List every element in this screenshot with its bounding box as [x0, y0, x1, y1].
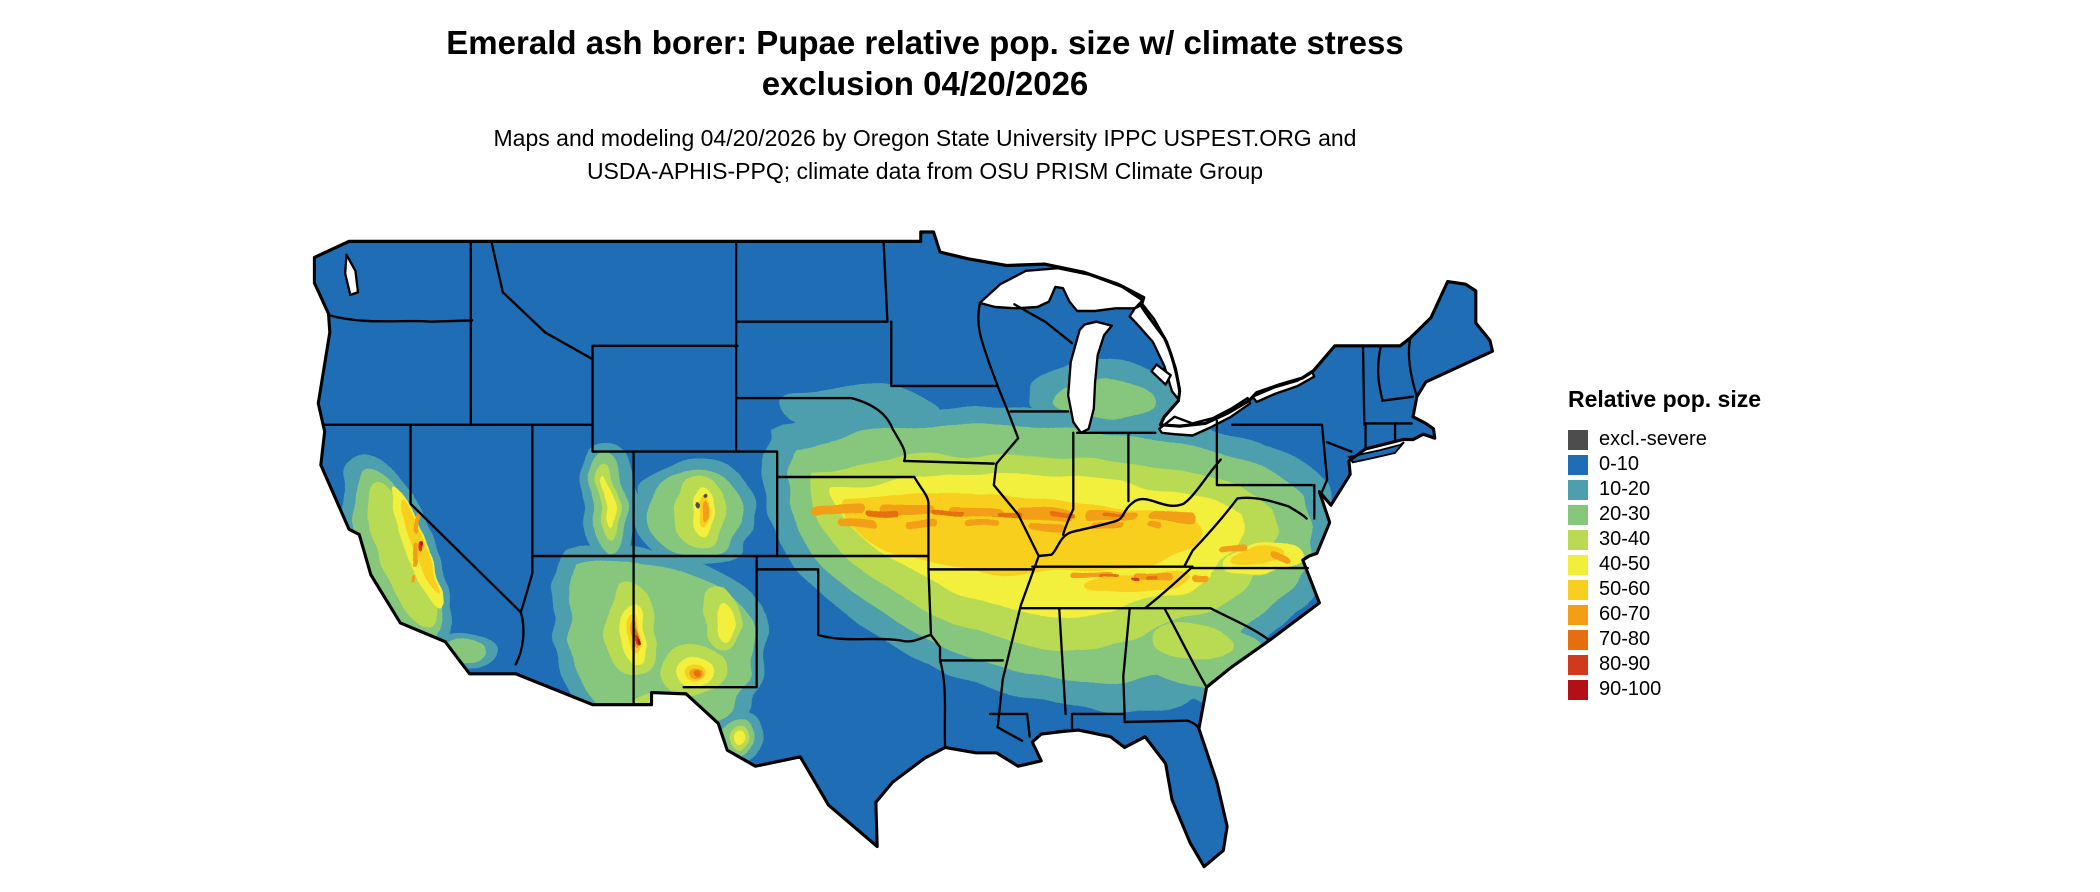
title-line-2: exclusion 04/20/2026: [761, 65, 1089, 102]
legend-row: 50-60: [1568, 577, 1761, 602]
legend-entry-label: 60-70: [1599, 603, 1651, 625]
puget-sound: [344, 253, 360, 297]
legend-row: 30-40: [1568, 527, 1761, 552]
band-excluded: [693, 493, 708, 507]
legend-entry-label: 0-10: [1599, 453, 1640, 475]
lake-michigan: [1067, 320, 1113, 435]
legend-row: 40-50: [1568, 552, 1761, 577]
legend-row: 80-90: [1568, 652, 1761, 677]
title-line-1: Emerald ash borer: Pupae relative pop. s…: [446, 24, 1404, 61]
legend-color-chip: [1568, 579, 1588, 600]
legend-color-chip: [1568, 504, 1588, 525]
legend: Relative pop. size excl.-severe 0-10 10-…: [1568, 386, 1761, 702]
band-70-80: [869, 510, 1156, 580]
legend-color-chip: [1568, 454, 1588, 475]
legend-color-chip: [1568, 679, 1588, 700]
subtitle-line-2: USDA-APHIS-PPQ; climate data from OSU PR…: [586, 158, 1264, 184]
legend-entry-label: 10-20: [1599, 478, 1651, 500]
legend-entries: excl.-severe 0-10 10-20 20-30 30-40 40-5…: [1568, 427, 1761, 702]
legend-row: 60-70: [1568, 602, 1761, 627]
legend-color-chip: [1568, 479, 1588, 500]
legend-color-chip: [1568, 554, 1588, 575]
legend-color-chip: [1568, 429, 1588, 450]
legend-color-chip: [1568, 604, 1588, 625]
legend-entry-label: excl.-severe: [1599, 428, 1707, 450]
legend-color-chip: [1568, 629, 1588, 650]
band-60-70: [413, 506, 1289, 586]
legend-entry-label: 40-50: [1599, 553, 1651, 575]
legend-row: 70-80: [1568, 627, 1761, 652]
map-title: Emerald ash borer: Pupae relative pop. s…: [0, 22, 1850, 104]
legend-entry-label: 20-30: [1599, 503, 1651, 525]
legend-entry-label: 70-80: [1599, 628, 1651, 650]
map-subtitle: Maps and modeling 04/20/2026 by Oregon S…: [0, 122, 1850, 188]
legend-row: 20-30: [1568, 502, 1761, 527]
legend-row: 90-100: [1568, 677, 1761, 702]
legend-color-chip: [1568, 654, 1588, 675]
legend-entry-label: 80-90: [1599, 653, 1651, 675]
saginaw-bay: [1150, 363, 1172, 386]
legend-row: 0-10: [1568, 452, 1761, 477]
legend-entry-label: 50-60: [1599, 578, 1651, 600]
legend-entry-label: 30-40: [1599, 528, 1651, 550]
subtitle-line-1: Maps and modeling 04/20/2026 by Oregon S…: [493, 125, 1357, 151]
legend-title: Relative pop. size: [1568, 386, 1762, 412]
legend-entry-label: 90-100: [1599, 678, 1662, 700]
us-choropleth-map: [308, 228, 1513, 884]
band-90-100: [423, 543, 641, 645]
legend-color-chip: [1568, 529, 1588, 550]
long-island: [1347, 441, 1405, 464]
state-borders: [323, 240, 1419, 749]
legend-row: 10-20: [1568, 477, 1761, 502]
legend-row: excl.-severe: [1568, 427, 1761, 452]
us-map-svg: [312, 230, 1495, 869]
